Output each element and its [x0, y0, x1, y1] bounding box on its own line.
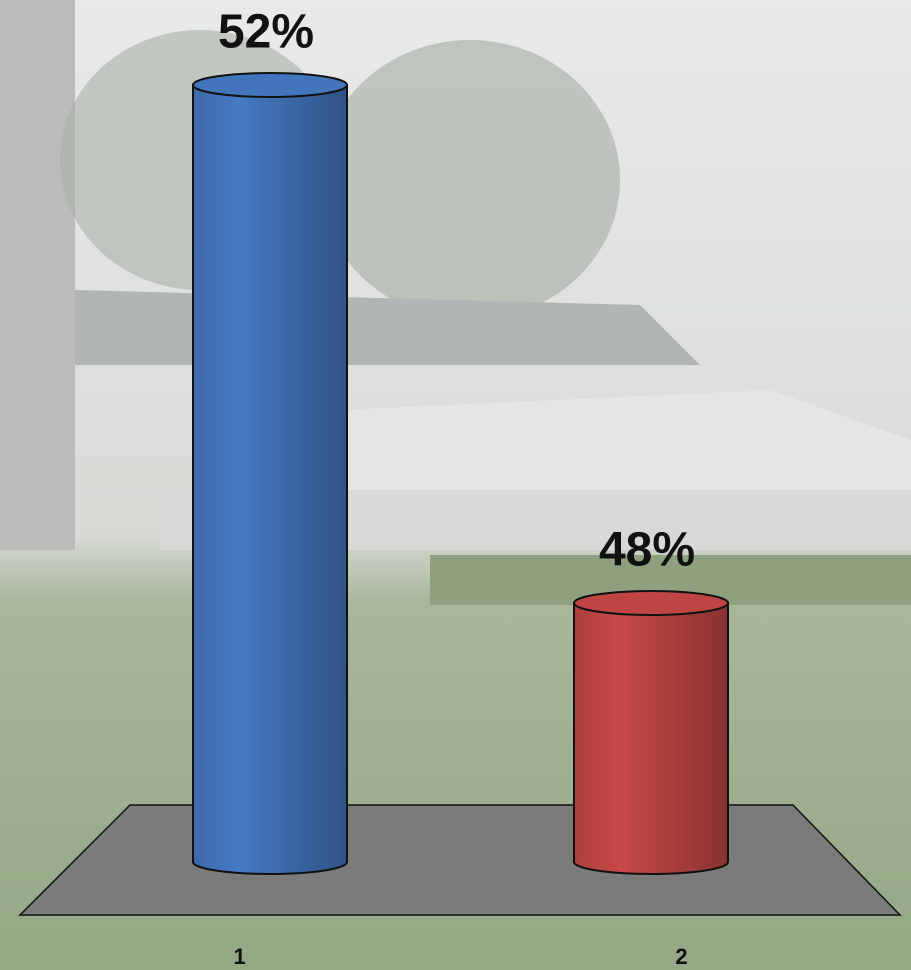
bar-top — [573, 590, 729, 616]
x-tick-label: 1 — [233, 944, 245, 969]
x-tick-label: 2 — [675, 944, 687, 969]
bar-top — [192, 72, 348, 98]
bar — [192, 84, 348, 875]
value-label: 52% — [218, 6, 314, 59]
floor — [18, 804, 902, 916]
value-label: 48% — [599, 524, 695, 577]
silo — [0, 0, 75, 550]
barn — [340, 390, 911, 490]
bar — [573, 602, 729, 875]
tree — [320, 40, 620, 320]
